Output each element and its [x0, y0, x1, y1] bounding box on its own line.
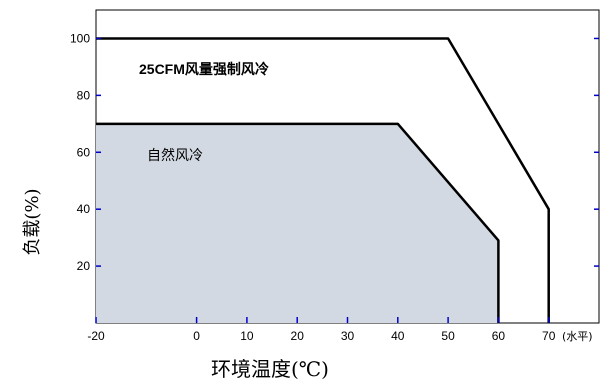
y-tick-labels: 20 40 60 80 100: [70, 31, 90, 273]
y-tick-label: 100: [70, 31, 90, 45]
x-tick-label: 60: [492, 329, 506, 343]
y-axis-label: 负载(%): [22, 188, 43, 255]
x-tick-label: -20: [87, 329, 105, 343]
forced-cooling-line: [96, 37, 550, 323]
x-tick-label: 20: [291, 329, 305, 343]
x-tick-label: 10: [240, 329, 254, 343]
x-unit-note: (水平): [562, 330, 593, 343]
natural-cooling-fill: [96, 123, 499, 324]
x-tick-label: 50: [441, 329, 455, 343]
x-tick-labels: -20 0 10 20 30 40 50 60 70: [87, 329, 555, 343]
forced-cooling-label: 25CFM风量强制风冷: [139, 61, 269, 77]
x-tick-label: 70: [542, 329, 556, 343]
y-tick-label: 20: [77, 259, 91, 273]
natural-cooling-line: [96, 122, 500, 323]
x-tick-label: 0: [193, 329, 200, 343]
tick-marks: [95, 37, 599, 323]
x-tick-label: 30: [341, 329, 355, 343]
x-tick-label: 40: [391, 329, 405, 343]
natural-cooling-label: 自然风冷: [147, 147, 203, 164]
y-tick-label: 40: [77, 202, 91, 216]
forced-cooling-curve: [96, 37, 550, 323]
x-axis-label: 环境温度(℃): [211, 357, 329, 381]
natural-cooling-region: [96, 122, 500, 324]
y-tick-label: 60: [77, 145, 91, 159]
y-tick-label: 80: [77, 88, 91, 102]
